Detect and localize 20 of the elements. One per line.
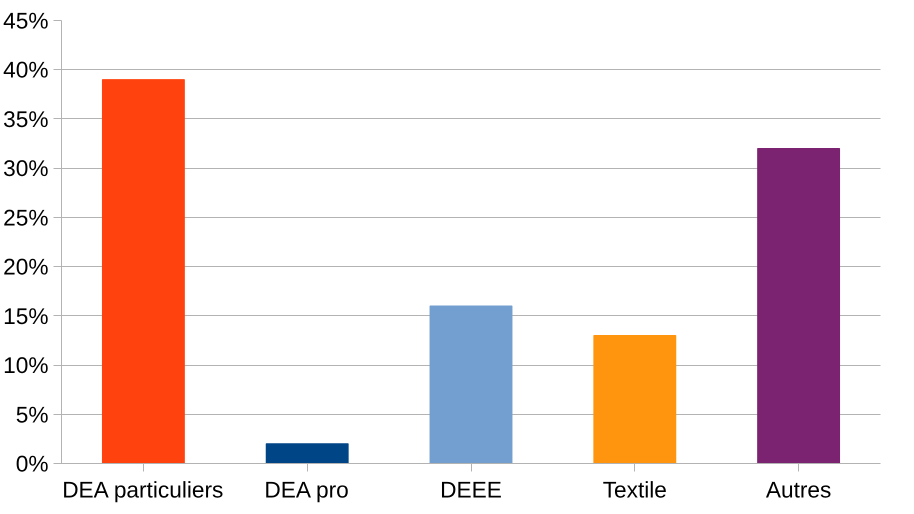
y-tick-label: 20% <box>3 254 49 280</box>
x-tick-label: Autres <box>766 476 832 502</box>
bar <box>266 443 349 464</box>
x-tick-label: DEA particuliers <box>62 476 224 502</box>
y-tick-label: 5% <box>16 401 49 428</box>
y-tick-label: 25% <box>3 204 49 230</box>
y-tick-label: 10% <box>3 352 49 378</box>
x-tick-label: Textile <box>602 476 667 502</box>
y-tick-label: 30% <box>3 155 49 182</box>
bar <box>757 148 840 464</box>
bar <box>593 335 676 464</box>
y-tick-label: 0% <box>16 450 49 476</box>
x-tick-label: DEA pro <box>264 476 349 502</box>
y-tick-label: 15% <box>3 302 49 329</box>
y-tick-label: 35% <box>3 106 49 132</box>
x-tick-label: DEEE <box>440 476 502 502</box>
bar <box>430 305 512 464</box>
y-tick-label: 45% <box>3 8 49 34</box>
y-tick-label: 40% <box>3 56 49 83</box>
bar <box>102 79 185 464</box>
